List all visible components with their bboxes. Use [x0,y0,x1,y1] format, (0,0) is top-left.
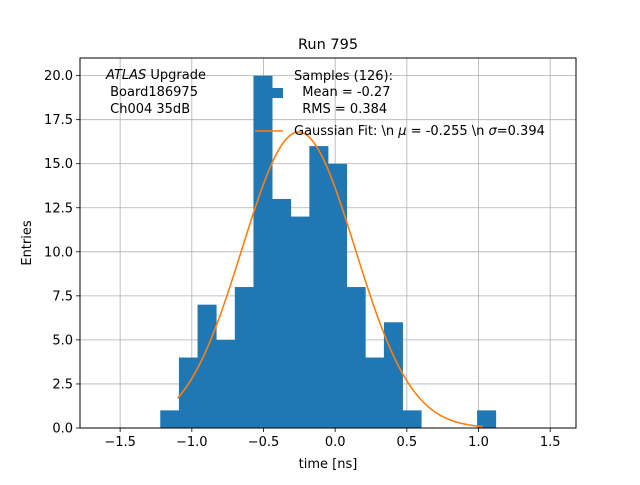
gaussian-fit [176,131,483,428]
x-tick-label: 0.0 [325,435,346,450]
x-tick-label: −1.5 [104,435,136,450]
histogram-bar [216,339,236,428]
legend-fit-mid: = -0.255 \n [407,124,489,139]
histogram-bars [160,75,497,428]
histogram-bar [365,357,385,428]
annotation-italic-word: ATLAS [105,68,146,83]
histogram-bar [309,146,329,428]
y-axis-ticks: 0.0 2.5 5.0 7.5 10.0 12.5 15.0 17.5 20.0 [44,69,80,437]
y-tick-label: 5.0 [52,333,73,348]
x-axis-ticks: −1.5 −1.0 −0.5 0.0 0.5 1.0 1.5 [104,428,561,450]
histogram-bar [383,322,403,428]
legend: Samples (126): Mean = -0.27 RMS = 0.384 … [255,69,545,139]
histogram-bar [272,198,292,428]
y-tick-label: 20.0 [44,69,73,84]
y-tick-label: 17.5 [44,113,73,128]
histogram-bar [160,410,180,428]
chart-title: Run 795 [298,37,358,53]
x-tick-label: −0.5 [248,435,280,450]
legend-fit-prefix: Gaussian Fit: \n [294,124,398,139]
histogram-bar [346,287,366,428]
legend-fit-sigma-symbol: σ [489,124,498,139]
histogram-bar [290,216,310,428]
annotation-line-1-rest: Upgrade [146,68,206,83]
histogram-bar [197,304,217,428]
x-tick-label: 1.0 [468,435,489,450]
legend-fit-mu-symbol: μ [397,124,406,139]
y-axis-label: Entries [20,220,35,266]
legend-fit-suffix: =0.394 [497,124,545,139]
y-tick-label: 10.0 [44,245,73,260]
x-tick-label: 1.5 [540,435,561,450]
y-tick-label: 0.0 [52,422,73,437]
x-tick-label: 0.5 [397,435,418,450]
annotation-line-2: Board186975 [106,85,198,100]
annotation-line-1: ATLAS Upgrade [105,68,206,83]
histogram-bar [253,75,273,428]
x-axis-label: time [ns] [299,457,358,472]
y-tick-label: 2.5 [52,377,73,392]
plot-frame [79,57,577,429]
annotation-line-3: Ch004 35dB [106,102,190,117]
histogram-bar [402,410,422,428]
legend-hist-line-3: RMS = 0.384 [294,102,387,117]
histogram-bar [477,410,497,428]
legend-hist-line-1: Samples (126): [294,69,393,84]
legend-hist-line-2: Mean = -0.27 [294,85,390,100]
y-tick-label: 12.5 [44,201,73,216]
histogram-bar [234,287,254,428]
histogram-bar [328,163,348,428]
atlas-annotation: ATLAS Upgrade Board186975 Ch004 35dB [105,68,206,117]
legend-hist-swatch [255,88,283,98]
gaussian-fit-curve [176,131,483,428]
y-tick-label: 15.0 [44,157,73,172]
y-tick-label: 7.5 [52,289,73,304]
legend-fit-label: Gaussian Fit: \n μ = -0.255 \n σ=0.394 [294,124,545,139]
x-tick-label: −1.0 [176,435,208,450]
